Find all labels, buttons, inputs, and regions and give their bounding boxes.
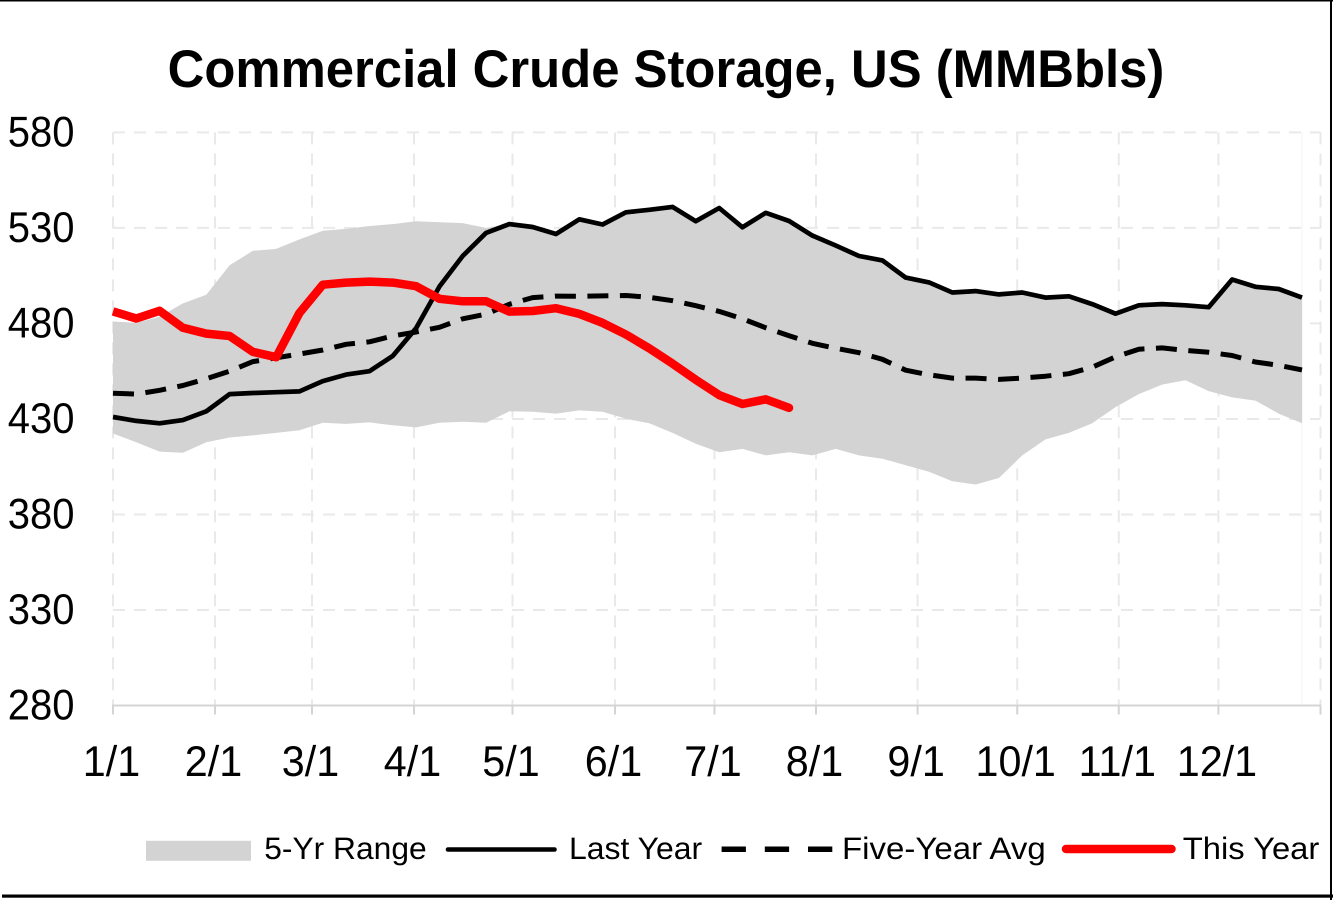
svg-text:8/1: 8/1 [786,738,843,786]
svg-text:580: 580 [8,108,75,156]
svg-text:5-Yr Range: 5-Yr Range [264,831,426,866]
svg-text:7/1: 7/1 [684,738,741,786]
svg-text:3/1: 3/1 [282,738,339,786]
svg-text:Commercial Crude Storage, US (: Commercial Crude Storage, US (MMBbls) [168,40,1165,99]
svg-text:4/1: 4/1 [384,738,441,786]
svg-text:1/1: 1/1 [83,738,140,786]
svg-text:10/1: 10/1 [976,738,1056,786]
svg-text:380: 380 [8,491,75,539]
svg-text:430: 430 [8,395,75,443]
svg-text:9/1: 9/1 [887,738,944,786]
svg-text:6/1: 6/1 [585,738,642,786]
svg-text:Last Year: Last Year [569,831,702,866]
svg-text:Five-Year Avg: Five-Year Avg [842,831,1046,866]
svg-text:280: 280 [8,682,75,730]
svg-text:2/1: 2/1 [185,738,242,786]
svg-text:5/1: 5/1 [482,738,539,786]
svg-text:480: 480 [8,299,75,347]
svg-text:330: 330 [8,586,75,634]
svg-text:11/1: 11/1 [1079,738,1156,786]
svg-text:530: 530 [8,204,75,252]
svg-text:12/1: 12/1 [1177,738,1257,786]
svg-text:This Year: This Year [1183,831,1320,866]
